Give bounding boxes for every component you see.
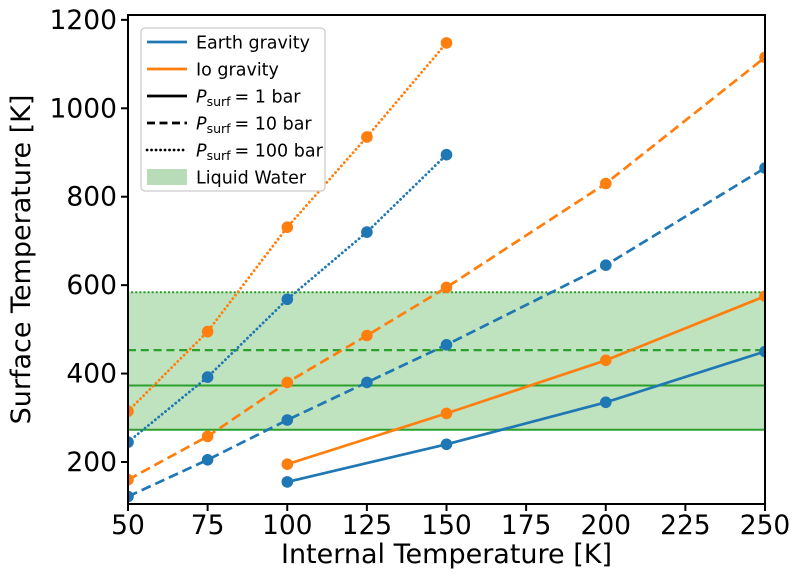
data-point-earth-10bar-125K <box>361 376 373 389</box>
y-tick-label-1200: 1200 <box>50 5 117 36</box>
legend-label-math-symbol: P <box>196 115 207 135</box>
data-point-earth-1bar-200K <box>600 396 612 409</box>
data-point-io-1bar-250K <box>759 290 765 302</box>
y-tick-label-1000: 1000 <box>50 93 117 124</box>
data-point-earth-10bar-250K <box>759 162 765 174</box>
series-io-100bar <box>128 37 453 417</box>
legend-label-0: Earth gravity <box>196 34 310 54</box>
data-point-earth-100bar-150K <box>440 148 453 161</box>
x-tick-label-75: 75 <box>191 510 225 541</box>
series-io-1bar <box>281 290 765 471</box>
data-point-earth-1bar-250K <box>759 345 765 358</box>
legend-label-math-text: = 100 bar <box>235 142 324 162</box>
series-line-io-1bar <box>286 294 765 466</box>
x-tick-label-50: 50 <box>111 510 145 541</box>
data-point-io-10bar-75K <box>201 430 214 443</box>
x-tick-label-125: 125 <box>342 510 393 541</box>
data-point-io-10bar-100K <box>281 376 294 389</box>
x-tick-label-150: 150 <box>421 510 472 541</box>
data-point-io-10bar-250K <box>759 51 765 64</box>
y-tick-label-800: 800 <box>66 182 117 213</box>
legend-item-2: Psurf = 1 bar <box>147 88 301 110</box>
data-point-earth-100bar-125K <box>361 226 373 238</box>
x-tick-label-175: 175 <box>501 510 552 541</box>
y-tick-label-200: 200 <box>66 447 117 478</box>
data-point-earth-1bar-100K <box>281 476 294 488</box>
data-point-io-100bar-50K <box>128 405 134 417</box>
y-tick-label-600: 600 <box>66 270 117 301</box>
x-tick-label-225: 225 <box>660 510 711 541</box>
legend-label-math-subscript: surf <box>207 94 232 109</box>
data-point-earth-100bar-100K <box>281 293 294 306</box>
data-point-earth-10bar-150K <box>440 339 453 351</box>
series-line-earth-100bar <box>128 153 448 444</box>
data-point-io-100bar-75K <box>201 325 214 338</box>
data-point-earth-100bar-50K <box>128 436 134 448</box>
legend-label-3: Psurf = 10 bar <box>196 115 312 137</box>
data-point-earth-10bar-200K <box>600 259 612 272</box>
legend-label-math-symbol: P <box>196 88 207 108</box>
legend-item-1: Io gravity <box>147 61 279 81</box>
y-axis-label: Surface Temperature [K] <box>6 95 37 425</box>
legend-item-4: Psurf = 100 bar <box>145 142 324 164</box>
legend-label-math-text: = 10 bar <box>235 115 313 135</box>
data-point-io-100bar-125K <box>361 131 373 143</box>
data-point-io-10bar-50K <box>128 473 134 486</box>
series-earth-100bar <box>128 148 453 448</box>
legend-label-1: Io gravity <box>196 61 279 81</box>
data-point-io-10bar-150K <box>440 281 453 294</box>
data-point-earth-1bar-150K <box>440 438 453 451</box>
x-axis-label: Internal Temperature [K] <box>281 539 612 570</box>
x-tick-label-200: 200 <box>580 510 631 541</box>
y-tick-label-400: 400 <box>66 359 117 390</box>
legend-label-4: Psurf = 100 bar <box>196 142 324 164</box>
series-io-10bar <box>128 51 765 486</box>
data-point-io-1bar-150K <box>440 407 453 420</box>
series-line-earth-1bar <box>286 350 765 484</box>
liquid-water-band <box>128 292 765 430</box>
legend-label-math-subscript: surf <box>207 121 232 136</box>
legend-item-3: Psurf = 10 bar <box>147 115 312 137</box>
series-line-io-100bar <box>128 41 448 413</box>
data-point-earth-10bar-75K <box>201 454 214 466</box>
legend-label-2: Psurf = 1 bar <box>196 88 301 110</box>
legend-label-math-text: = 1 bar <box>235 88 302 108</box>
data-point-earth-100bar-75K <box>201 371 214 383</box>
data-point-earth-10bar-100K <box>281 414 294 426</box>
legend-item-5: Liquid Water <box>147 169 307 189</box>
legend-swatch-liquid-water <box>147 169 187 185</box>
legend-label-5: Liquid Water <box>196 169 307 189</box>
data-point-io-100bar-150K <box>440 37 453 49</box>
data-point-io-100bar-100K <box>281 221 294 233</box>
data-point-earth-10bar-50K <box>128 490 134 503</box>
legend-item-0: Earth gravity <box>147 34 310 54</box>
series-earth-10bar <box>128 162 765 503</box>
legend-label-math-subscript: surf <box>207 148 232 163</box>
data-point-io-1bar-100K <box>281 458 294 471</box>
legend-label-math-symbol: P <box>196 142 207 162</box>
data-point-io-10bar-125K <box>361 329 373 342</box>
data-point-io-10bar-200K <box>600 177 612 190</box>
x-tick-label-250: 250 <box>740 510 791 541</box>
x-tick-label-100: 100 <box>262 510 313 541</box>
data-point-io-1bar-200K <box>600 354 612 367</box>
series-earth-1bar <box>281 345 765 488</box>
